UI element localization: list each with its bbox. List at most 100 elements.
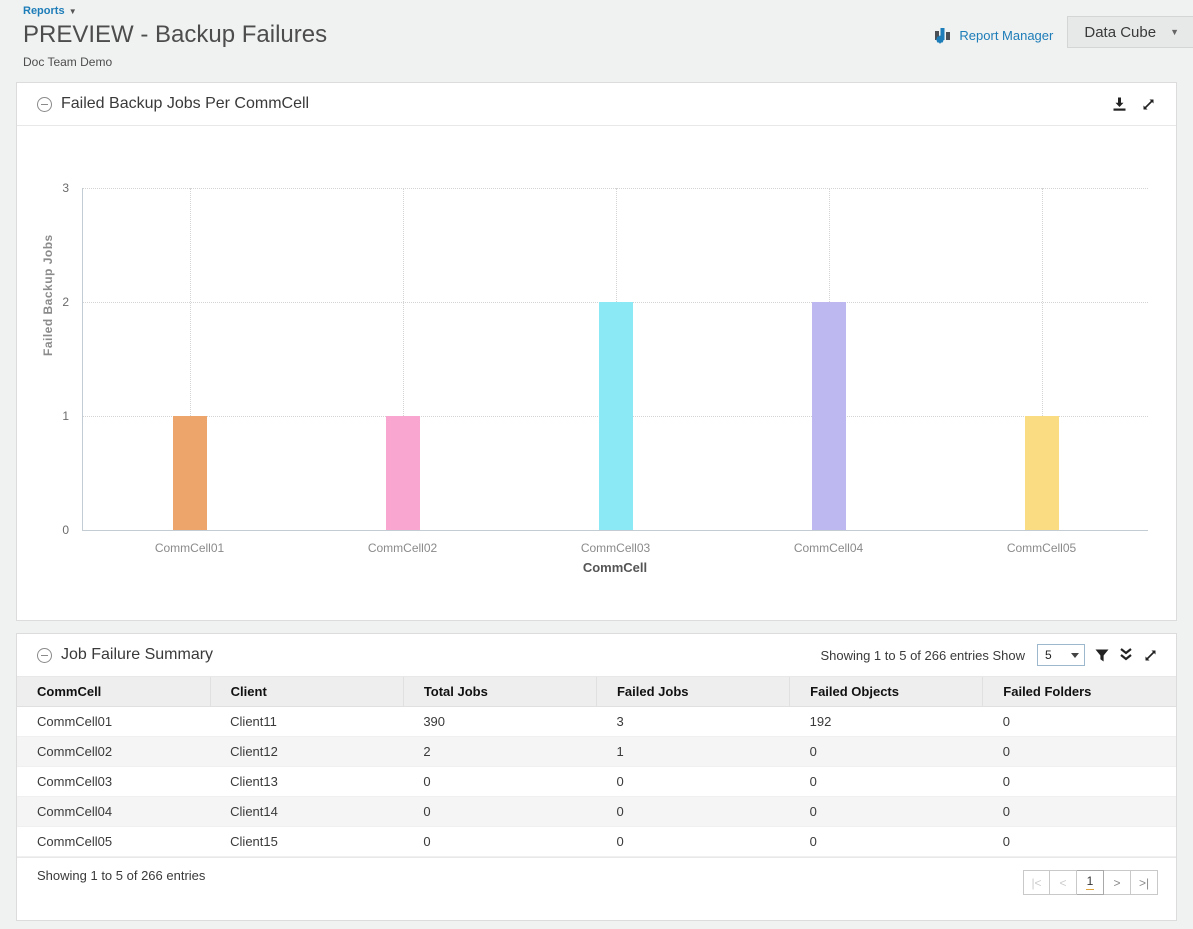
gridline-x-CommCell01 xyxy=(189,188,191,530)
y-tick-1: 1 xyxy=(62,409,69,423)
report-manager-link[interactable]: Report Manager xyxy=(934,26,1053,44)
table-cell: 2 xyxy=(403,736,597,767)
expand-icon xyxy=(1145,650,1156,660)
table-head: CommCell Client Total Jobs Failed Jobs Faile… xyxy=(17,677,1176,707)
table-row[interactable]: CommCell05 Client15 0 0 0 0 xyxy=(17,826,1176,857)
category-label-CommCell01: CommCell01 xyxy=(154,541,225,555)
table-cell: Client15 xyxy=(210,826,404,857)
report-manager-label: Report Manager xyxy=(959,27,1054,43)
bar-CommCell03[interactable] xyxy=(598,302,633,530)
first-page-button[interactable]: |< xyxy=(1023,870,1050,895)
table-panel: Job Failure Summary Showing 1 to 5 of 26… xyxy=(16,633,1177,921)
breadcrumb-caret-icon: ▼ xyxy=(66,7,77,16)
collapse-rows-button[interactable] xyxy=(1119,648,1133,662)
column-header-total-jobs[interactable]: Total Jobs xyxy=(403,677,597,707)
collapse-chart-icon[interactable] xyxy=(37,96,52,112)
column-header-commcell[interactable]: CommCell xyxy=(17,677,211,707)
chart-panel-title: Failed Backup Jobs Per CommCell xyxy=(61,95,310,112)
table-cell: CommCell01 xyxy=(17,706,211,737)
table-cell: 0 xyxy=(982,736,1176,767)
expand-chart-button[interactable] xyxy=(1141,97,1156,112)
table-panel-header: Job Failure Summary Showing 1 to 5 of 26… xyxy=(17,634,1176,677)
breadcrumb[interactable]: Reports ▼ xyxy=(23,5,1193,17)
table-body: CommCell01 Client11 390 3 192 0 CommCell02 Clie… xyxy=(17,706,1176,857)
filter-icon xyxy=(1095,649,1109,661)
table-cell: CommCell03 xyxy=(17,766,211,797)
table-cell: CommCell04 xyxy=(17,796,211,827)
y-axis-title: Failed Backup Jobs xyxy=(41,234,55,356)
breadcrumb-label: Reports xyxy=(23,5,65,17)
download-icon xyxy=(1113,97,1126,111)
footer-entries-info: Showing 1 to 5 of 266 entries xyxy=(37,868,206,883)
data-cube-label: Data Cube xyxy=(1084,23,1157,41)
table-cell: 0 xyxy=(596,796,790,827)
job-failure-table: CommCell Client Total Jobs Failed Jobs Faile… xyxy=(17,677,1176,857)
current-page-button[interactable]: 1 xyxy=(1077,870,1104,895)
column-header-failed-folders[interactable]: Failed Folders xyxy=(982,677,1176,707)
table-cell: Client11 xyxy=(210,706,404,737)
category-label-CommCell05: CommCell05 xyxy=(1006,541,1077,555)
prev-page-button[interactable]: < xyxy=(1050,870,1077,895)
entries-info-text: Showing 1 to 5 of 266 entries xyxy=(820,647,989,663)
gridline-x-CommCell02 xyxy=(402,188,404,530)
bar-CommCell04[interactable] xyxy=(811,302,846,530)
expand-icon xyxy=(1143,99,1154,109)
table-header-row: CommCell Client Total Jobs Failed Jobs Faile… xyxy=(17,677,1176,707)
page-size-select[interactable]: 5 xyxy=(1037,644,1085,666)
page-subtitle: Doc Team Demo xyxy=(23,55,113,69)
expand-table-button[interactable] xyxy=(1143,648,1158,663)
table-cell: Client14 xyxy=(210,796,404,827)
column-header-failed-jobs[interactable]: Failed Jobs xyxy=(596,677,791,707)
last-page-button[interactable]: >| xyxy=(1131,870,1158,895)
page-size-value: 5 xyxy=(1045,648,1052,662)
table-cell: 0 xyxy=(403,796,597,827)
bar-CommCell01[interactable] xyxy=(172,416,207,530)
table-cell: 0 xyxy=(982,766,1176,797)
table-cell: 192 xyxy=(789,706,983,737)
chart-panel-header: Failed Backup Jobs Per CommCell xyxy=(17,83,1176,126)
pagination: |< < 1 > >| xyxy=(1023,870,1158,895)
bar-CommCell02[interactable] xyxy=(385,416,420,530)
table-row[interactable]: CommCell01 Client11 390 3 192 0 xyxy=(17,706,1176,737)
collapse-table-icon[interactable] xyxy=(37,647,52,663)
category-label-CommCell03: CommCell03 xyxy=(580,541,651,555)
header-actions: Report Manager Data Cube ▼ xyxy=(934,16,1193,48)
column-header-failed-objects[interactable]: Failed Objects xyxy=(789,677,984,707)
page-size-caret-icon xyxy=(1071,652,1079,658)
table-cell: Client13 xyxy=(210,766,404,797)
table-cell: 0 xyxy=(789,766,983,797)
table-cell: Client12 xyxy=(210,736,404,767)
table-cell: 0 xyxy=(789,736,983,767)
table-cell: 0 xyxy=(403,826,597,857)
table-header-controls: Showing 1 to 5 of 266 entries Show 5 xyxy=(820,634,1158,676)
table-row[interactable]: CommCell03 Client13 0 0 0 0 xyxy=(17,766,1176,797)
data-cube-caret-icon: ▼ xyxy=(1170,27,1179,37)
show-label: Show xyxy=(992,647,1025,663)
bar-CommCell05[interactable] xyxy=(1024,416,1059,530)
chart-panel: Failed Backup Jobs Per CommCell Failed B… xyxy=(16,82,1177,621)
x-axis-title: CommCell xyxy=(582,560,648,575)
table-cell: 0 xyxy=(982,796,1176,827)
category-label-CommCell04: CommCell04 xyxy=(793,541,864,555)
table-row[interactable]: CommCell02 Client12 2 1 0 0 xyxy=(17,736,1176,767)
page-title: PREVIEW - Backup Failures xyxy=(23,21,328,48)
column-header-client[interactable]: Client xyxy=(210,677,404,707)
table-cell: 390 xyxy=(403,706,597,737)
table-cell: 0 xyxy=(982,826,1176,857)
table-cell: 0 xyxy=(596,766,790,797)
table-cell: 0 xyxy=(982,706,1176,737)
chart-body: Failed Backup Jobs 0 1 2 3 CommCell01 CommCel… xyxy=(17,126,1176,621)
table-cell: CommCell05 xyxy=(17,826,211,857)
table-cell: 0 xyxy=(403,766,597,797)
table-panel-title: Job Failure Summary xyxy=(61,646,214,663)
chart-panel-actions xyxy=(1112,83,1156,125)
gridline-x-CommCell05 xyxy=(1041,188,1043,530)
next-page-button[interactable]: > xyxy=(1104,870,1131,895)
download-chart-button[interactable] xyxy=(1112,97,1127,112)
filter-button[interactable] xyxy=(1095,649,1109,662)
data-cube-dropdown[interactable]: Data Cube ▼ xyxy=(1067,16,1193,48)
table-cell: 0 xyxy=(789,826,983,857)
table-row[interactable]: CommCell04 Client14 0 0 0 0 xyxy=(17,796,1176,827)
y-tick-2: 2 xyxy=(62,295,69,309)
table-cell: 0 xyxy=(596,826,790,857)
